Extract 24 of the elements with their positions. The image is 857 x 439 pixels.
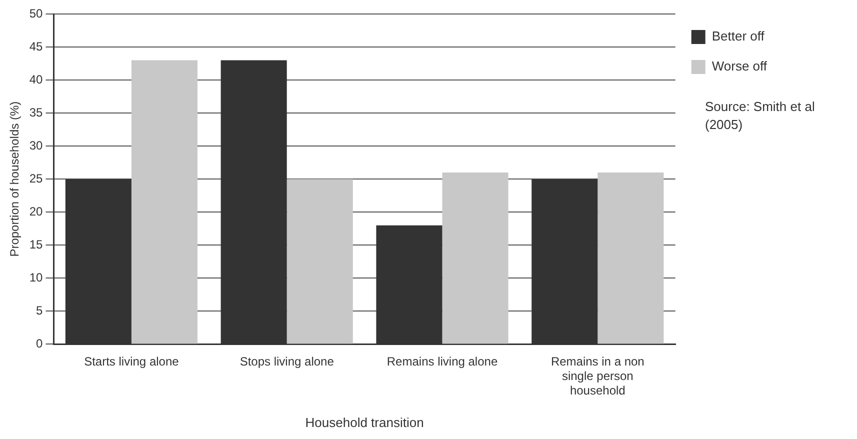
y-tick-label: 15 — [29, 237, 44, 252]
x-tick-label: Remains living alone — [386, 354, 498, 369]
y-tick-label: 30 — [29, 138, 44, 152]
y-tick-label: 50 — [29, 6, 44, 20]
x-tick-label: Stops living alone — [240, 354, 334, 369]
bar — [286, 179, 353, 344]
y-tick-label: 5 — [36, 303, 44, 318]
bar — [442, 172, 508, 344]
bar — [131, 60, 198, 344]
x-axis-title: Household transition — [305, 414, 424, 430]
legend-label: Worse off — [712, 58, 768, 74]
legend-label: Better off — [712, 28, 765, 44]
source-note: Source: Smith et al (2005) — [705, 98, 816, 134]
y-tick-label: 10 — [29, 270, 44, 284]
x-tick-label: Remains in a non single person household — [550, 354, 644, 398]
bar — [598, 172, 664, 344]
y-tick-label: 45 — [29, 39, 44, 54]
y-tick-label: 40 — [29, 72, 44, 86]
y-tick-label: 0 — [36, 336, 44, 351]
y-tick-label: 25 — [29, 171, 44, 186]
y-tick-label: 20 — [29, 204, 44, 218]
y-tick-label: 35 — [29, 105, 44, 120]
x-tick-label: Starts living alone — [84, 354, 180, 369]
y-axis-title: Proportion of households (%) — [8, 101, 22, 257]
